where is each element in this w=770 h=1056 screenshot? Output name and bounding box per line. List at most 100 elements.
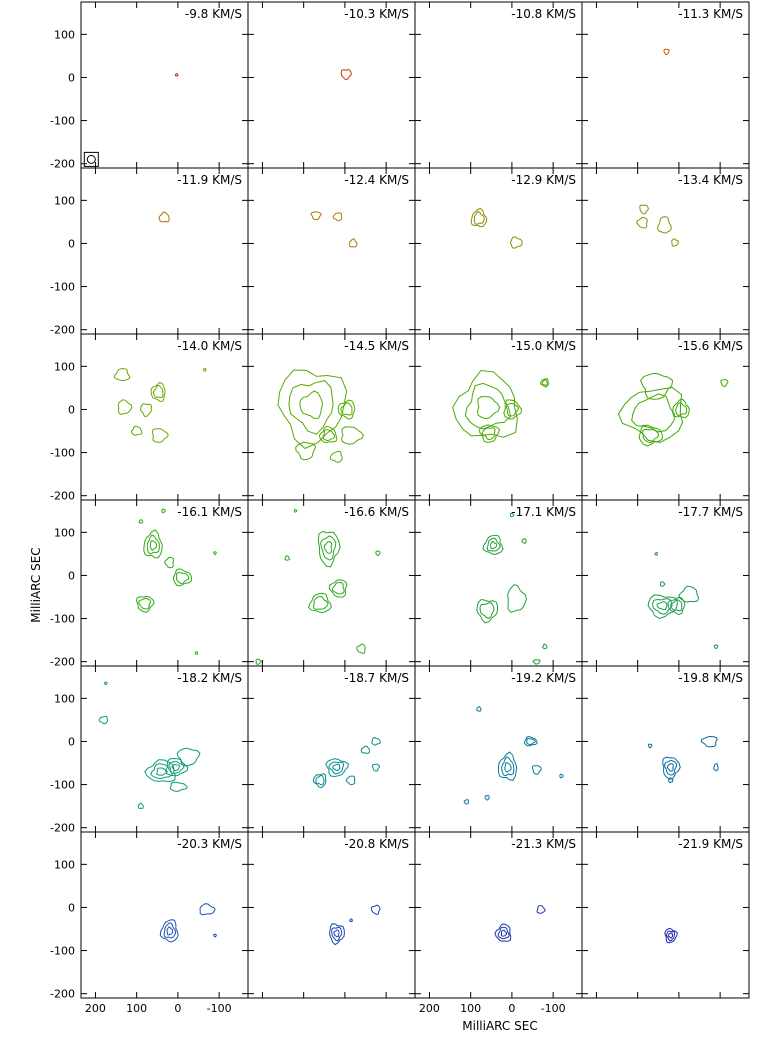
velocity-label: -14.5 KM/S (344, 339, 409, 353)
contour-group (159, 903, 217, 943)
channel-panel: -13.4 KM/S (581, 167, 750, 335)
contour-line (532, 659, 541, 665)
velocity-label: -12.4 KM/S (344, 173, 409, 187)
contour-line (473, 211, 485, 225)
y-tick-label: -100 (50, 779, 75, 792)
contour-line (172, 568, 193, 587)
panel-frame (581, 831, 750, 999)
velocity-label: -11.9 KM/S (177, 173, 242, 187)
contour-group (617, 372, 729, 447)
channel-panel: -14.5 KM/S (247, 333, 416, 501)
contour-line (138, 519, 144, 524)
velocity-label: -21.9 KM/S (678, 837, 743, 851)
channel-panel: -19.2 KM/S (414, 665, 583, 833)
velocity-label: -21.3 KM/S (511, 837, 576, 851)
contour-line (536, 905, 546, 914)
contour-group (113, 368, 207, 443)
contour-line (648, 743, 653, 749)
beam-ellipse (86, 154, 96, 164)
panel-frame (80, 333, 249, 501)
channel-panel: -11.3 KM/S (581, 1, 750, 169)
channel-panel: 100 0 -100 -200 200 100 0 -100 -20.3 KM/S (50, 831, 249, 1015)
y-tick-label: 0 (68, 237, 75, 250)
y-tick-label: 0 (68, 901, 75, 914)
beam-box (83, 151, 99, 167)
contour-line (103, 681, 108, 686)
contour-line (503, 399, 523, 420)
contour-line (647, 594, 678, 620)
contour-line (117, 399, 133, 415)
y-tick-label: -100 (50, 115, 75, 128)
y-tick-label: -200 (50, 324, 75, 337)
contour-line (332, 763, 341, 772)
contour-line (509, 512, 515, 518)
panel-frame (581, 167, 750, 335)
contour-line (497, 926, 510, 940)
contour-line (664, 927, 678, 944)
contour-group (328, 904, 381, 946)
contour-line (476, 706, 482, 712)
contour-line (138, 597, 152, 610)
panel-frame (247, 333, 416, 501)
channel-panel: -15.6 KM/S (581, 333, 750, 501)
panel-frame (80, 665, 249, 833)
x-axis-title: MilliARC SEC (462, 1019, 537, 1033)
contour-line (322, 429, 336, 442)
channel-panel: -19.8 KM/S (581, 665, 750, 833)
velocity-label: -12.9 KM/S (511, 173, 576, 187)
contour-line (371, 737, 381, 746)
contour-line (171, 763, 181, 772)
y-tick-label: -100 (50, 447, 75, 460)
panel-frame (581, 333, 750, 501)
velocity-label: -10.3 KM/S (344, 7, 409, 21)
contour-line (158, 211, 170, 223)
contour-line (639, 204, 649, 215)
contour-line (340, 402, 353, 416)
contour-line (277, 369, 348, 450)
contour-group (98, 681, 201, 810)
contour-line (668, 777, 674, 784)
contour-line (478, 424, 501, 444)
x-tick-label: -100 (541, 1002, 566, 1015)
contour-group (664, 927, 678, 944)
contour-line (486, 537, 501, 552)
velocity-label: -14.0 KM/S (177, 339, 242, 353)
contour-line (371, 763, 380, 772)
y-tick-label: 100 (54, 526, 75, 539)
contour-line (666, 763, 674, 772)
contour-line (700, 735, 718, 748)
contour-line (500, 929, 508, 937)
contour-line (672, 398, 690, 419)
contour-line (333, 929, 340, 938)
contour-line (329, 450, 343, 464)
contour-line (202, 368, 207, 372)
contour-line (667, 932, 674, 939)
contour-group (494, 905, 546, 942)
contour-line (164, 556, 175, 569)
channel-panel: 200 100 0 -100 -21.3 KM/S (414, 831, 583, 1015)
panel-frame (247, 499, 416, 667)
contour-line (720, 378, 729, 388)
contour-line (505, 402, 519, 417)
y-tick-label: 100 (54, 194, 75, 207)
velocity-label: -17.1 KM/S (511, 505, 576, 519)
velocity-label: -15.6 KM/S (678, 339, 743, 353)
velocity-label: -20.3 KM/S (177, 837, 242, 851)
contour-line (318, 425, 338, 443)
contour-line (213, 551, 217, 556)
contour-line (370, 904, 381, 916)
velocity-label: -16.6 KM/S (344, 505, 409, 519)
panel-frame (414, 499, 583, 667)
contour-group (470, 207, 523, 249)
contour-line (199, 903, 216, 916)
contour-line (337, 399, 356, 420)
contour-line (163, 922, 177, 939)
y-tick-label: -200 (50, 656, 75, 669)
panel-frame (581, 665, 750, 833)
contour-line (481, 427, 496, 441)
contour-line (656, 216, 672, 234)
panel-frame (247, 167, 416, 335)
y-tick-label: -100 (50, 613, 75, 626)
contour-line (617, 386, 684, 443)
contour-line (524, 735, 538, 747)
